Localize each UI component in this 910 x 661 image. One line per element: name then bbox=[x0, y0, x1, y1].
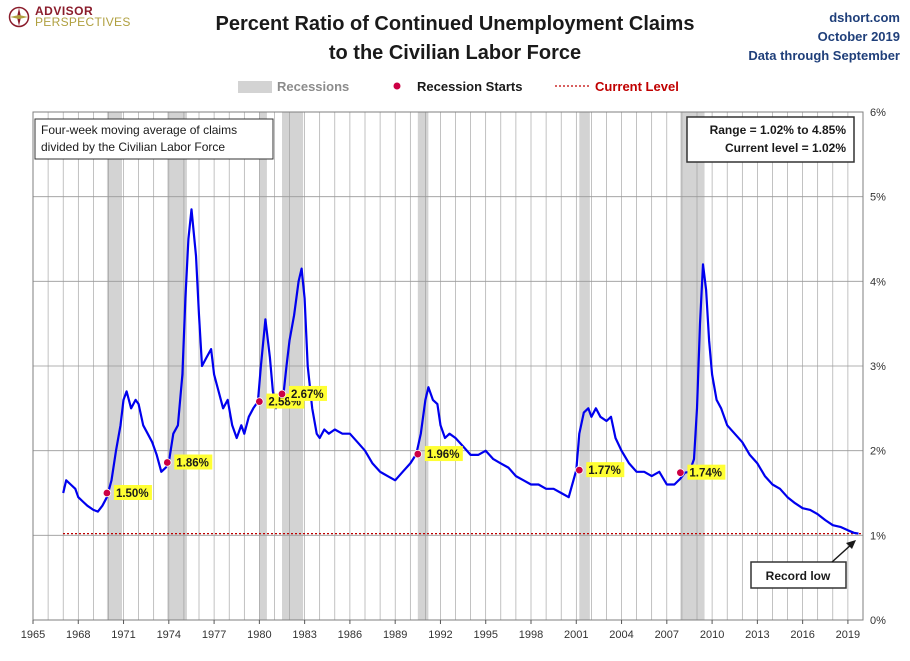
chart-title-line-1: Percent Ratio of Continued Unemployment … bbox=[215, 13, 695, 35]
plot-frame bbox=[32, 111, 864, 621]
range-box-frame bbox=[686, 116, 855, 163]
range-line-1: Range = 1.02% to 4.85% bbox=[710, 123, 847, 137]
recession-start-label-bg-1 bbox=[174, 454, 213, 470]
legend-recession-swatch bbox=[238, 81, 272, 93]
recession-start-label-6: 1.74% bbox=[689, 468, 722, 480]
y-tick-label: 0% bbox=[870, 615, 886, 627]
y-tick-label: 3% bbox=[870, 361, 886, 373]
x-tick-label: 1971 bbox=[111, 629, 135, 641]
recession-start-marker-0 bbox=[102, 488, 112, 498]
y-tick-label: 6% bbox=[870, 107, 886, 119]
data-through: Data through September bbox=[748, 48, 900, 63]
recession-start-marker-6 bbox=[676, 468, 685, 477]
recession-start-label-bg-3 bbox=[289, 385, 327, 401]
x-tick-label: 2013 bbox=[745, 629, 769, 641]
legend-current-level-label: Current Level bbox=[595, 79, 679, 94]
recession-start-marker-2 bbox=[255, 397, 264, 406]
range-box: Range = 1.02% to 4.85% Current level = 1… bbox=[686, 116, 855, 163]
record-low-callout: Record low bbox=[750, 540, 856, 589]
series-line bbox=[62, 208, 859, 535]
recession-start-label-1: 1.86% bbox=[176, 458, 209, 470]
recession-start-label-3: 2.67% bbox=[291, 389, 324, 401]
x-tick-label: 2019 bbox=[836, 629, 860, 641]
recession-start-marker-3 bbox=[277, 389, 287, 399]
legend: Recessions Recession Starts Current Leve… bbox=[238, 79, 679, 94]
recession-start-label-bg-4 bbox=[424, 446, 463, 462]
recession-start-marker-1 bbox=[163, 458, 172, 467]
x-tick-label: 2001 bbox=[564, 629, 588, 641]
x-tick-label: 1980 bbox=[247, 629, 271, 641]
grid-lines bbox=[33, 112, 863, 620]
chart-title-line-2: to the Civilian Labor Force bbox=[328, 42, 582, 64]
recession-start-label-4: 1.96% bbox=[427, 449, 460, 461]
y-axis: 0% 1% 2% 3% 4% 5% 6% bbox=[870, 107, 886, 627]
x-tick-label: 1968 bbox=[66, 629, 90, 641]
source-site: dshort.com bbox=[829, 10, 900, 25]
x-tick-label: 1977 bbox=[202, 629, 226, 641]
y-tick-label: 1% bbox=[870, 530, 886, 542]
x-tick-label: 1992 bbox=[428, 629, 452, 641]
x-axis: 1965 1968 1971 1974 1977 1980 1983 1986 1989 1992… bbox=[21, 620, 860, 641]
record-low-arrowhead bbox=[846, 540, 856, 549]
x-tick-label: 2010 bbox=[700, 629, 724, 641]
x-tick-label: 1974 bbox=[157, 629, 181, 641]
x-tick-label: 1965 bbox=[21, 629, 45, 641]
recession-start-marker-4 bbox=[413, 449, 423, 459]
source-info: dshort.com October 2019 Data through Sep… bbox=[748, 8, 900, 65]
legend-recession-start-marker bbox=[393, 82, 401, 90]
x-tick-label: 2004 bbox=[609, 629, 633, 641]
y-tick-label: 2% bbox=[870, 446, 886, 458]
note-line-2: divided by the Civilian Labor Force bbox=[41, 140, 225, 154]
record-low-box bbox=[750, 561, 847, 589]
recession-start-label-5: 1.77% bbox=[588, 465, 621, 477]
legend-recessions-label: Recessions bbox=[277, 79, 349, 94]
recession-start-marker-5 bbox=[575, 465, 584, 475]
range-line-2: Current level = 1.02% bbox=[725, 141, 846, 155]
x-tick-label: 1989 bbox=[383, 629, 407, 641]
logo-line-1: ADVISOR bbox=[35, 4, 94, 18]
recession-start-label-bg-6 bbox=[687, 464, 726, 480]
note-line-1: Four-week moving average of claims bbox=[41, 123, 237, 137]
x-tick-label: 1995 bbox=[473, 629, 497, 641]
logo-line-2: PERSPECTIVES bbox=[35, 15, 131, 29]
note-box: Four-week moving average of claims divid… bbox=[34, 118, 274, 160]
recession-start-label-bg-5 bbox=[586, 462, 625, 478]
x-tick-label: 2016 bbox=[790, 629, 814, 641]
recession-start-label-0: 1.50% bbox=[116, 488, 149, 500]
recession-start-markers: 1.50%1.86%2.58%2.67%1.96%1.77% 1.74% bbox=[102, 385, 726, 500]
legend-recession-starts-label: Recession Starts bbox=[417, 79, 523, 94]
x-tick-label: 2007 bbox=[655, 629, 679, 641]
x-tick-label: 1998 bbox=[519, 629, 543, 641]
brand-logo: ADVISOR PERSPECTIVES bbox=[8, 4, 131, 29]
compass-icon bbox=[8, 6, 30, 28]
y-tick-label: 5% bbox=[870, 192, 886, 204]
note-box-frame bbox=[34, 118, 274, 160]
y-tick-label: 4% bbox=[870, 276, 886, 288]
chart-title: Percent Ratio of Continued Unemployment … bbox=[150, 10, 760, 68]
source-date: October 2019 bbox=[817, 29, 900, 44]
x-tick-label: 1983 bbox=[292, 629, 316, 641]
x-tick-label: 1986 bbox=[338, 629, 362, 641]
recession-start-label-bg-0 bbox=[113, 485, 152, 500]
record-low-label: Record low bbox=[766, 569, 831, 583]
